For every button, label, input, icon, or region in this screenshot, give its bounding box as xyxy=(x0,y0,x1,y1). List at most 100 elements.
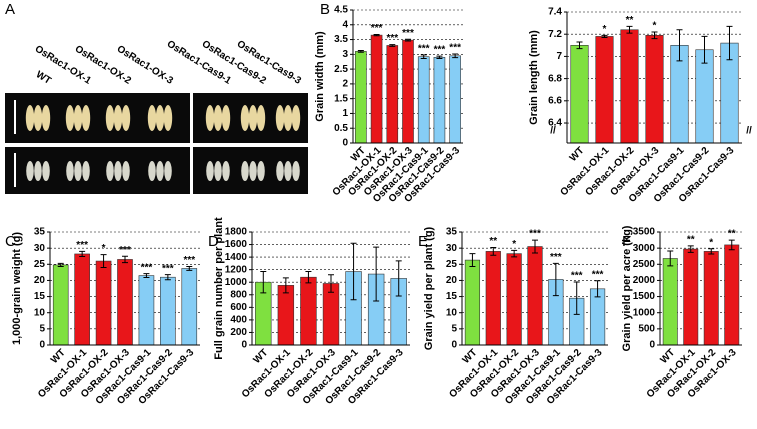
significance-label: * xyxy=(102,243,106,254)
y-tick-label: 35 xyxy=(34,227,46,238)
error-bar xyxy=(452,53,459,59)
bar xyxy=(703,251,719,346)
error-bar xyxy=(420,54,427,59)
error-bar xyxy=(260,271,267,294)
error-bar xyxy=(373,246,380,302)
y-tick-label: 0 xyxy=(649,340,655,351)
grain xyxy=(122,161,130,181)
grain xyxy=(292,161,300,181)
significance-label: *** xyxy=(571,271,583,282)
y-tick-label: 10 xyxy=(446,307,458,318)
significance-label: * xyxy=(603,24,607,35)
grain xyxy=(222,161,230,181)
error-bar xyxy=(350,242,357,301)
bar xyxy=(117,259,133,346)
y-tick-label: 25 xyxy=(34,259,46,270)
genotype-label: WT xyxy=(34,69,53,87)
y-tick-label: 2 xyxy=(342,79,348,90)
grain xyxy=(283,105,293,131)
error-bar xyxy=(405,38,411,42)
grain xyxy=(121,105,131,131)
error-bar xyxy=(79,250,86,258)
grain xyxy=(106,161,114,181)
bar xyxy=(464,259,481,346)
y-tick-label: 1200 xyxy=(225,264,248,275)
y-tick-label: 3500 xyxy=(633,227,656,238)
y-tick-label: 20 xyxy=(34,275,46,286)
significance-label: ** xyxy=(687,235,695,246)
error-bar xyxy=(708,248,715,255)
bar xyxy=(52,264,69,346)
bar xyxy=(595,36,614,144)
bar xyxy=(160,276,176,346)
bar xyxy=(449,55,461,144)
y-tick-label: 7 xyxy=(556,51,562,62)
y-tick-label: 4.5 xyxy=(334,5,348,16)
y-tick-label: 7.2 xyxy=(548,29,562,40)
error-bar xyxy=(594,280,601,298)
y-tick-label: 5 xyxy=(451,323,457,334)
grain xyxy=(256,105,266,131)
y-axis-label: 1,000-grain weight (g) xyxy=(11,232,23,345)
bar xyxy=(662,258,678,346)
y-tick-label: 3000 xyxy=(633,243,656,254)
error-bar xyxy=(651,31,658,40)
significance-label: * xyxy=(709,237,713,248)
error-bar xyxy=(328,274,334,293)
y-tick-label: 800 xyxy=(230,289,247,300)
error-bar xyxy=(122,255,128,264)
bar xyxy=(74,253,90,346)
y-tick-label: 15 xyxy=(446,291,458,302)
y-tick-label: 3 xyxy=(342,49,348,60)
grain xyxy=(163,105,173,131)
error-bar xyxy=(100,254,107,269)
x-tick-label: WT xyxy=(568,145,587,164)
grain xyxy=(240,105,250,131)
panel-label: C xyxy=(5,233,16,250)
axis-break: // xyxy=(550,126,556,137)
significance-label: *** xyxy=(402,28,414,39)
bar xyxy=(570,45,589,144)
bar xyxy=(95,260,112,346)
y-tick-label: 7.4 xyxy=(548,7,562,18)
bar xyxy=(300,276,317,346)
y-tick-label: 0.5 xyxy=(334,123,348,134)
grain-photo xyxy=(5,93,308,194)
y-tick-label: 5 xyxy=(39,323,45,334)
grain xyxy=(82,161,90,181)
grain xyxy=(41,105,51,131)
bar xyxy=(277,285,295,346)
significance-label: *** xyxy=(449,43,461,54)
error-bar xyxy=(726,25,733,61)
error-bar xyxy=(469,253,476,268)
error-bar xyxy=(601,34,608,39)
bar xyxy=(620,29,639,144)
y-tick-label: 6.8 xyxy=(548,73,562,84)
grain xyxy=(276,161,284,181)
error-bar xyxy=(576,41,583,50)
bar xyxy=(527,246,543,346)
y-tick-label: 15 xyxy=(34,291,46,302)
error-bar xyxy=(395,260,402,297)
grain xyxy=(148,161,156,181)
significance-label: *** xyxy=(550,252,562,263)
bar xyxy=(683,248,699,346)
significance-label: *** xyxy=(434,45,446,56)
y-tick-label: 6.6 xyxy=(548,95,562,106)
error-bar xyxy=(532,239,538,254)
y-tick-label: 400 xyxy=(230,315,247,326)
scale-bar xyxy=(14,153,16,187)
y-tick-label: 10 xyxy=(34,307,46,318)
y-tick-label: 0 xyxy=(241,340,247,351)
panel-label: A xyxy=(5,1,15,18)
significance-label: *** xyxy=(371,23,383,34)
panel-label: D xyxy=(208,233,219,250)
y-tick-label: 0 xyxy=(451,340,457,351)
error-bar xyxy=(389,44,396,47)
error-bar xyxy=(164,274,171,281)
y-tick-label: 1000 xyxy=(633,307,656,318)
y-axis-label: Grain length (mm) xyxy=(528,30,540,125)
panel-label: B xyxy=(320,1,330,18)
y-tick-label: 1 xyxy=(342,108,348,119)
